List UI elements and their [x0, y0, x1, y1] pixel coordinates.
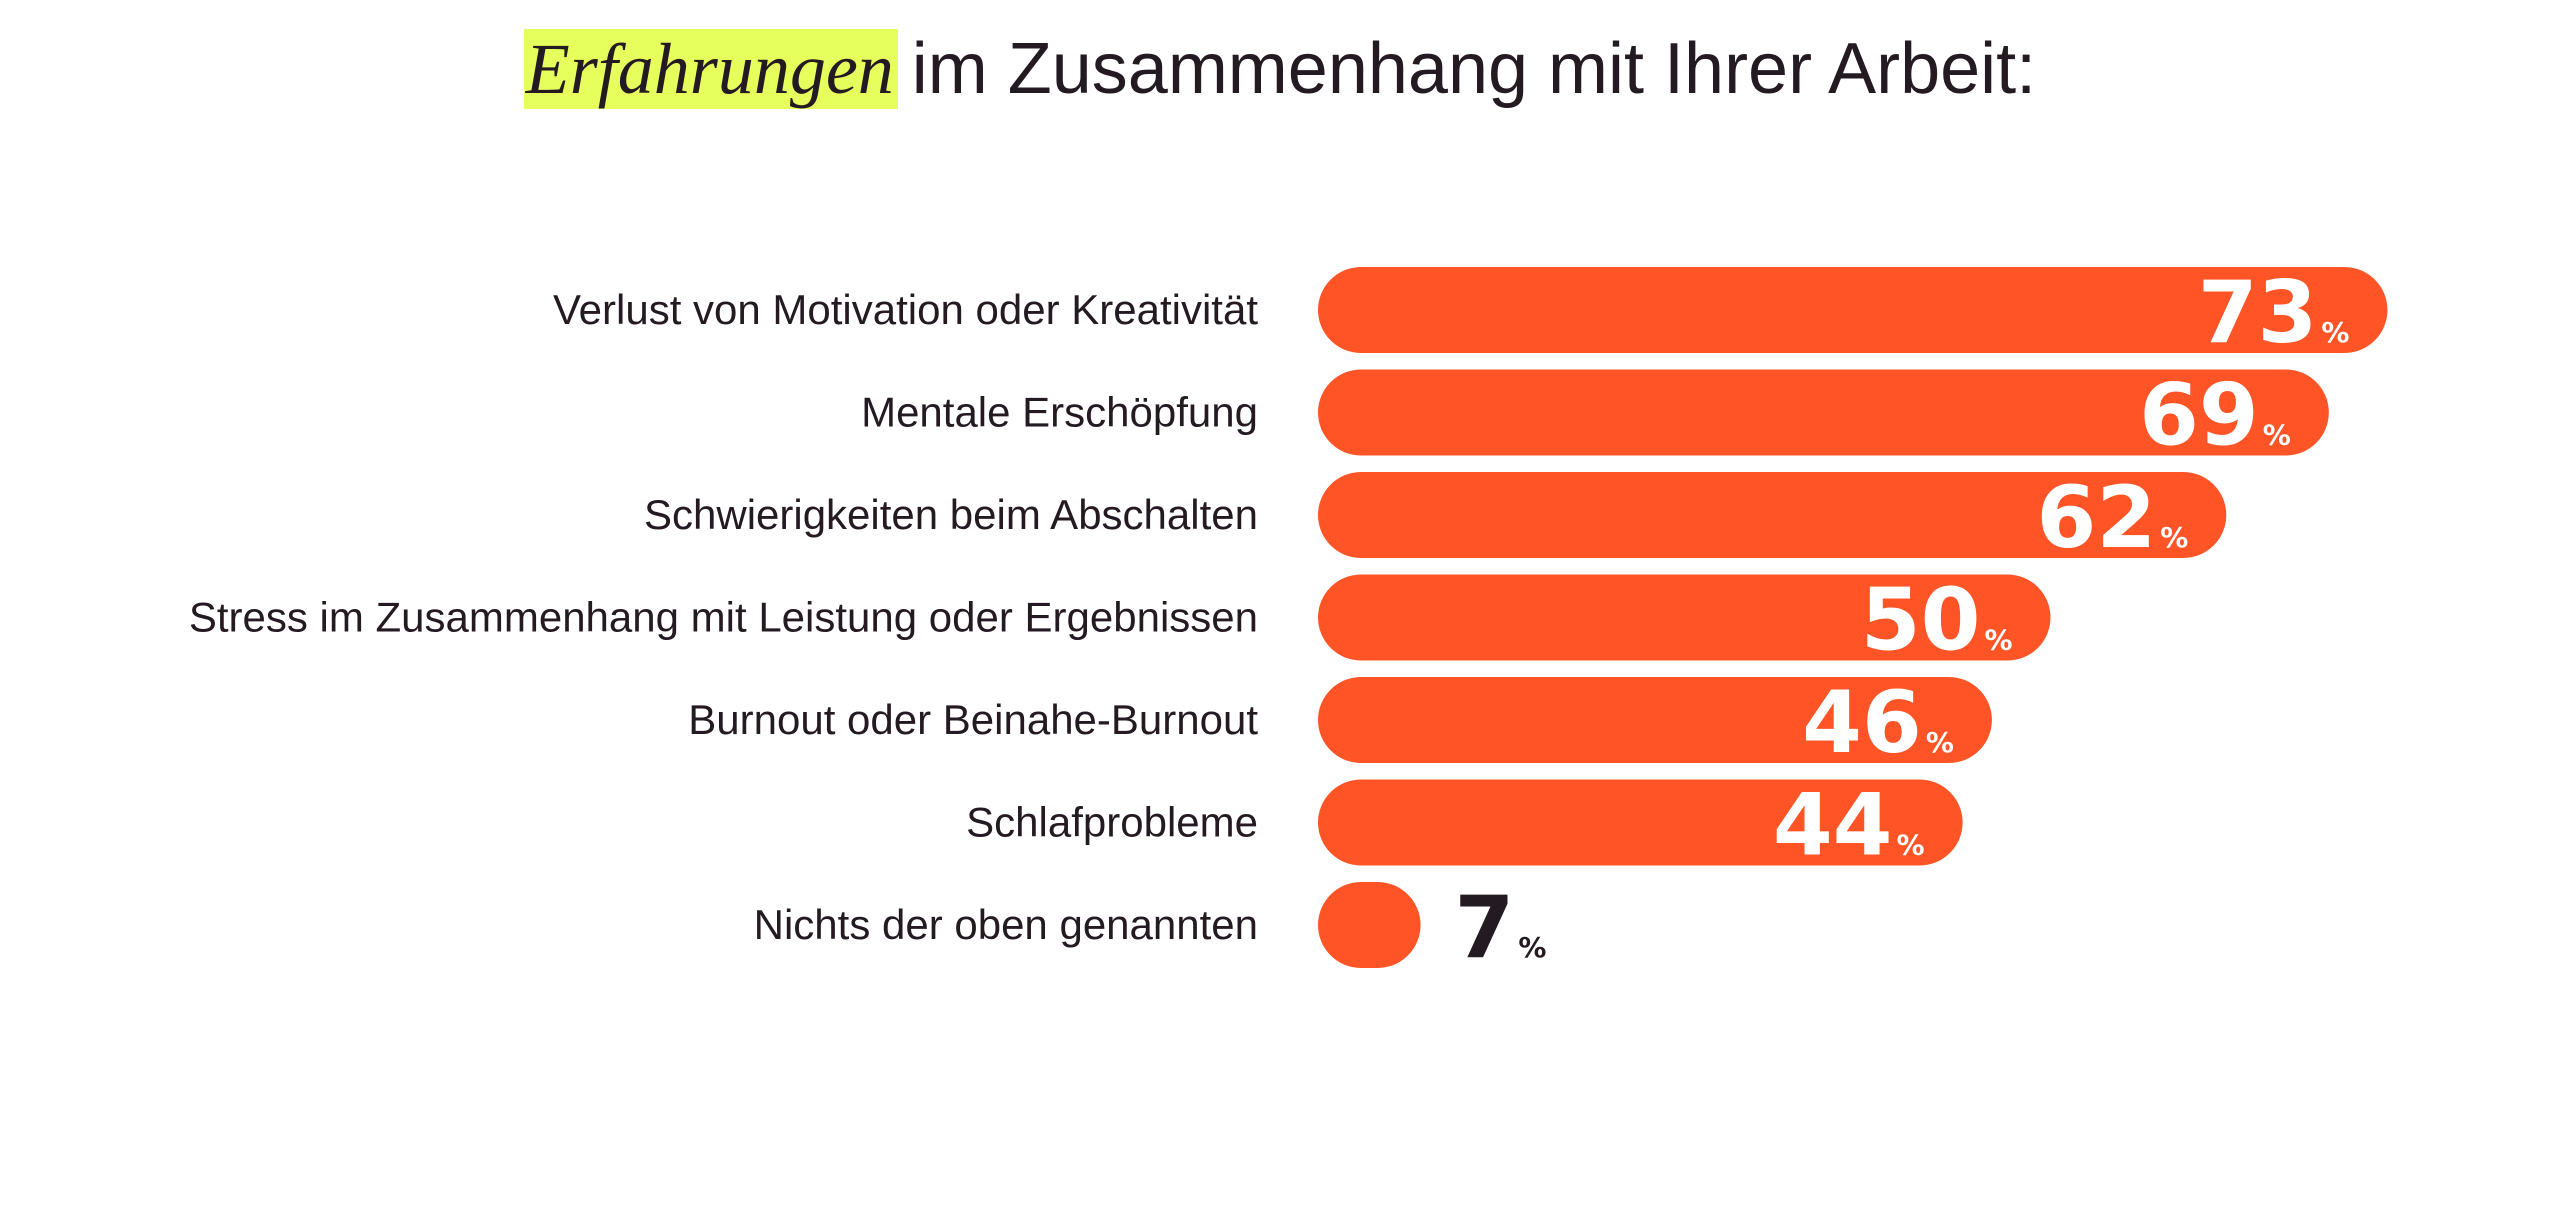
bar	[1318, 369, 2329, 456]
value-label: 50%	[1861, 571, 2013, 671]
bar	[1318, 472, 2227, 558]
title-highlight: Erfahrungen	[523, 29, 898, 109]
category-label: Schlafprobleme	[966, 799, 1258, 846]
category-label: Mentale Erschöpfung	[861, 389, 1258, 436]
category-label: Verlust von Motivation oder Kreativität	[553, 286, 1258, 333]
category-label: Nichts der oben genannten	[754, 901, 1258, 948]
chart-title: Erfahrungen im Zusammenhang mit Ihrer Arb…	[0, 24, 2560, 114]
value-label: 44%	[1773, 776, 1925, 876]
value-label: 73%	[2198, 263, 2350, 363]
category-label: Stress im Zusammenhang mit Leistung oder…	[189, 594, 1258, 641]
bar	[1318, 677, 1992, 763]
bar	[1318, 574, 2051, 661]
bar	[1318, 882, 1421, 968]
category-label: Schwierigkeiten beim Abschalten	[644, 491, 1258, 538]
value-label: 7%	[1455, 878, 1547, 978]
bar	[1318, 267, 2388, 353]
category-label: Burnout oder Beinahe-Burnout	[688, 696, 1258, 743]
value-label: 46%	[1802, 673, 1954, 773]
title-rest: im Zusammenhang mit Ihrer Arbeit:	[911, 29, 2037, 109]
value-label: 69%	[2139, 366, 2291, 466]
bar	[1318, 779, 1963, 866]
value-label: 62%	[2037, 468, 2189, 568]
